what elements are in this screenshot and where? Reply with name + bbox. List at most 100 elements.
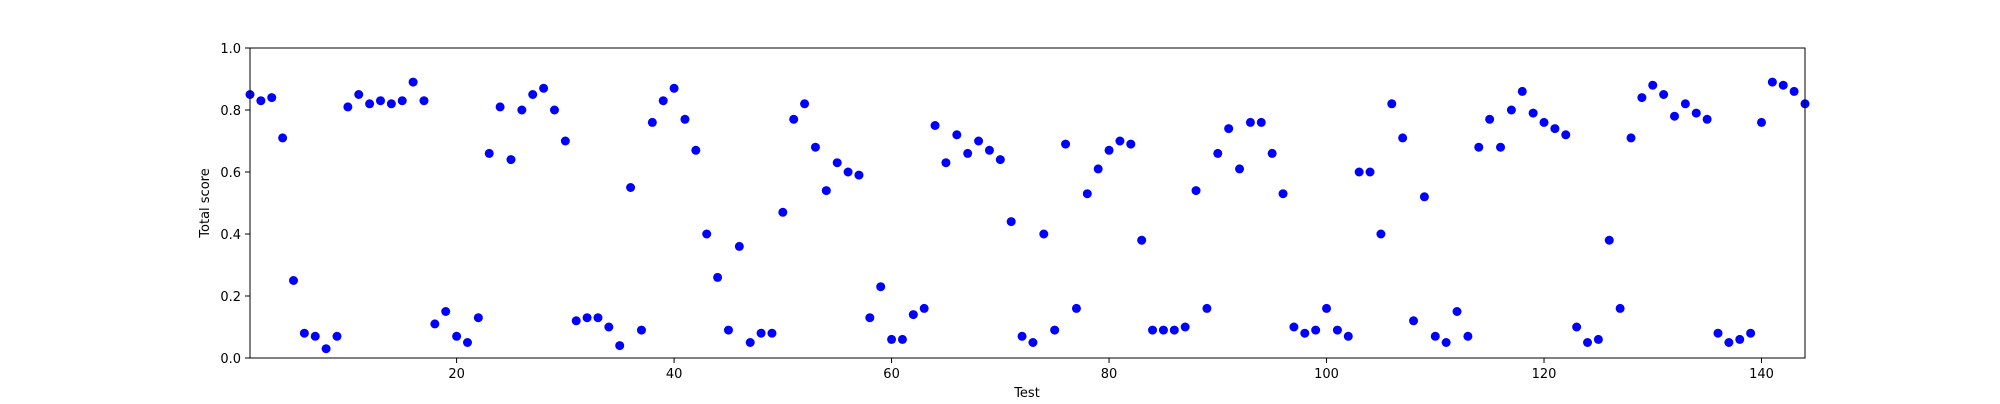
data-point [1354, 167, 1364, 177]
data-point [963, 148, 973, 158]
data-point [1561, 130, 1571, 140]
data-point [1235, 164, 1245, 174]
data-point [1724, 338, 1734, 347]
x-tick-label: 80 [1101, 367, 1118, 382]
data-point [1278, 189, 1288, 199]
data-point [1071, 303, 1081, 313]
data-point [843, 167, 853, 177]
data-point [821, 186, 831, 196]
data-point [908, 310, 918, 320]
data-point [680, 114, 690, 124]
x-tick-label: 60 [883, 367, 900, 382]
data-point [1441, 338, 1451, 347]
data-point [1517, 86, 1527, 96]
data-point [343, 102, 353, 112]
data-point [767, 328, 777, 338]
data-point [897, 334, 907, 344]
data-point [1767, 77, 1777, 87]
data-point [1474, 142, 1484, 152]
data-point [539, 83, 549, 93]
data-point [734, 241, 744, 251]
data-point [1430, 331, 1440, 341]
data-point [1082, 189, 1092, 199]
data-point [1659, 90, 1669, 99]
data-point [1528, 108, 1538, 118]
data-point [1180, 322, 1190, 332]
data-point [1093, 164, 1103, 174]
x-tick-label: 120 [1532, 367, 1557, 382]
data-point [615, 341, 625, 351]
data-point [1757, 117, 1767, 127]
data-point [756, 328, 766, 338]
data-point [974, 136, 984, 146]
data-point [1387, 99, 1397, 109]
data-point [1626, 133, 1636, 143]
data-point [1158, 325, 1168, 335]
data-point [1006, 217, 1016, 227]
data-point [310, 331, 320, 341]
data-point [1267, 148, 1277, 158]
data-point [397, 96, 407, 106]
data-point [1778, 80, 1788, 90]
data-point [1485, 114, 1495, 124]
data-point [789, 114, 799, 124]
data-point [1148, 325, 1158, 335]
data-point [1332, 325, 1342, 335]
data-point [1343, 331, 1353, 341]
data-point [887, 334, 897, 344]
data-point [1224, 124, 1234, 134]
data-point [484, 148, 494, 158]
data-point [745, 338, 755, 347]
data-point [1365, 167, 1375, 177]
data-point [1735, 334, 1745, 344]
data-point [495, 102, 505, 112]
data-point [1670, 111, 1680, 121]
data-point [1311, 325, 1321, 335]
data-point [1702, 114, 1712, 124]
data-points [245, 77, 1810, 354]
data-point [452, 331, 462, 341]
data-point [1289, 322, 1299, 332]
data-point [1213, 148, 1223, 158]
data-point [1322, 303, 1332, 313]
data-point [1648, 80, 1658, 90]
data-point [778, 207, 788, 217]
data-point [1680, 99, 1690, 109]
data-point [1115, 136, 1125, 146]
data-point [593, 313, 603, 323]
data-point [1039, 229, 1049, 239]
data-point [1746, 328, 1756, 338]
data-point [658, 96, 668, 106]
data-point [810, 142, 820, 152]
data-point [1539, 117, 1549, 127]
y-axis-ticks: 0.0 0.2 0.4 0.6 0.8 1.0 [220, 42, 250, 367]
data-point [1028, 338, 1038, 347]
data-point [321, 344, 331, 354]
data-point [582, 313, 592, 323]
data-point [1398, 133, 1408, 143]
data-point [256, 96, 266, 106]
data-point [278, 133, 288, 143]
data-point [419, 96, 429, 106]
data-point [876, 282, 886, 292]
data-point [1191, 186, 1201, 196]
data-point [1376, 229, 1386, 239]
data-point [1169, 325, 1179, 335]
y-tick-label: 1.0 [220, 42, 241, 57]
data-point [571, 316, 581, 326]
data-point [408, 77, 418, 87]
data-point [354, 90, 364, 99]
x-axis-ticks: 20 40 60 80 100 120 140 [448, 358, 1774, 382]
data-point [1104, 145, 1114, 155]
data-point [441, 307, 451, 316]
data-point [1583, 338, 1593, 347]
data-point [1691, 108, 1701, 118]
data-point [865, 313, 875, 323]
data-point [332, 331, 342, 341]
data-point [1506, 105, 1516, 115]
data-point [1604, 235, 1614, 245]
data-point [386, 99, 396, 109]
x-tick-label: 100 [1314, 367, 1339, 382]
